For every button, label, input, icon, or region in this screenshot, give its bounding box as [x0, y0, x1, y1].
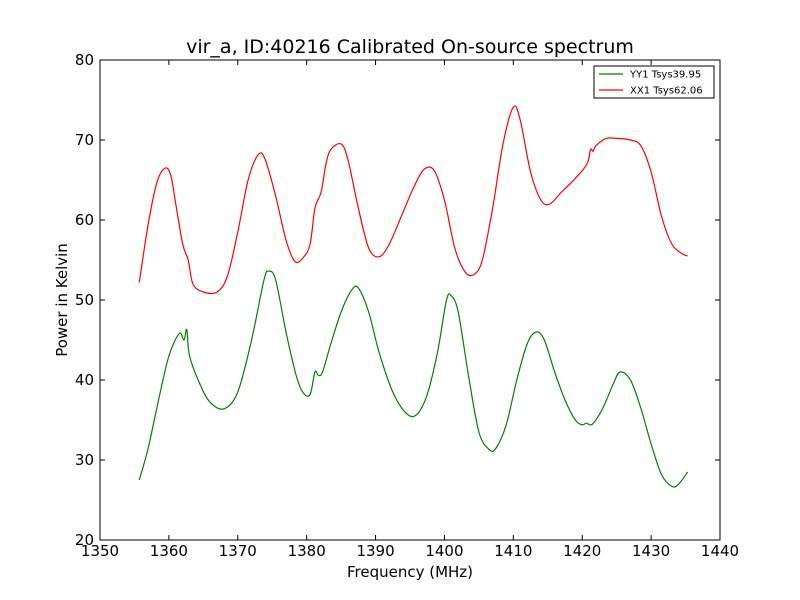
x-axis-title: Frequency (MHz) — [347, 563, 473, 581]
y-axis-title: Power in Kelvin — [53, 243, 71, 357]
chart-title: vir_a, ID:40216 Calibrated On-source spe… — [186, 36, 634, 58]
x-tick-label: 1390 — [356, 542, 394, 560]
series-line-yy1 — [138, 270, 689, 488]
x-tick-label: 1430 — [632, 542, 670, 560]
legend: YY1 Tsys39.95 XX1 Tsys62.06 — [593, 65, 715, 99]
legend-box — [593, 65, 715, 99]
y-tick-label: 70 — [75, 131, 94, 149]
x-tick-label: 1370 — [219, 542, 257, 560]
plot-series-group — [138, 105, 689, 488]
x-tick-label: 1410 — [494, 542, 532, 560]
x-axis: 1350 1360 1370 1380 1390 1400 1410 1420 1430 1440 — [81, 60, 739, 560]
x-tick-label: 1360 — [150, 542, 188, 560]
x-tick-label: 1350 — [81, 542, 119, 560]
legend-label: XX1 Tsys62.06 — [630, 86, 703, 97]
y-axis: 20 30 40 50 60 70 80 — [75, 51, 720, 549]
y-tick-label: 60 — [75, 211, 94, 229]
x-tick-label: 1440 — [701, 542, 739, 560]
y-tick-label: 50 — [75, 291, 94, 309]
x-tick-label: 1380 — [288, 542, 326, 560]
y-tick-label: 40 — [75, 371, 94, 389]
y-tick-label: 20 — [75, 531, 94, 549]
x-tick-label: 1400 — [425, 542, 463, 560]
y-tick-label: 80 — [75, 51, 94, 69]
x-tick-label: 1420 — [563, 542, 601, 560]
series-line-xx1 — [138, 105, 688, 295]
y-tick-label: 30 — [75, 451, 94, 469]
legend-label: YY1 Tsys39.95 — [629, 70, 701, 81]
